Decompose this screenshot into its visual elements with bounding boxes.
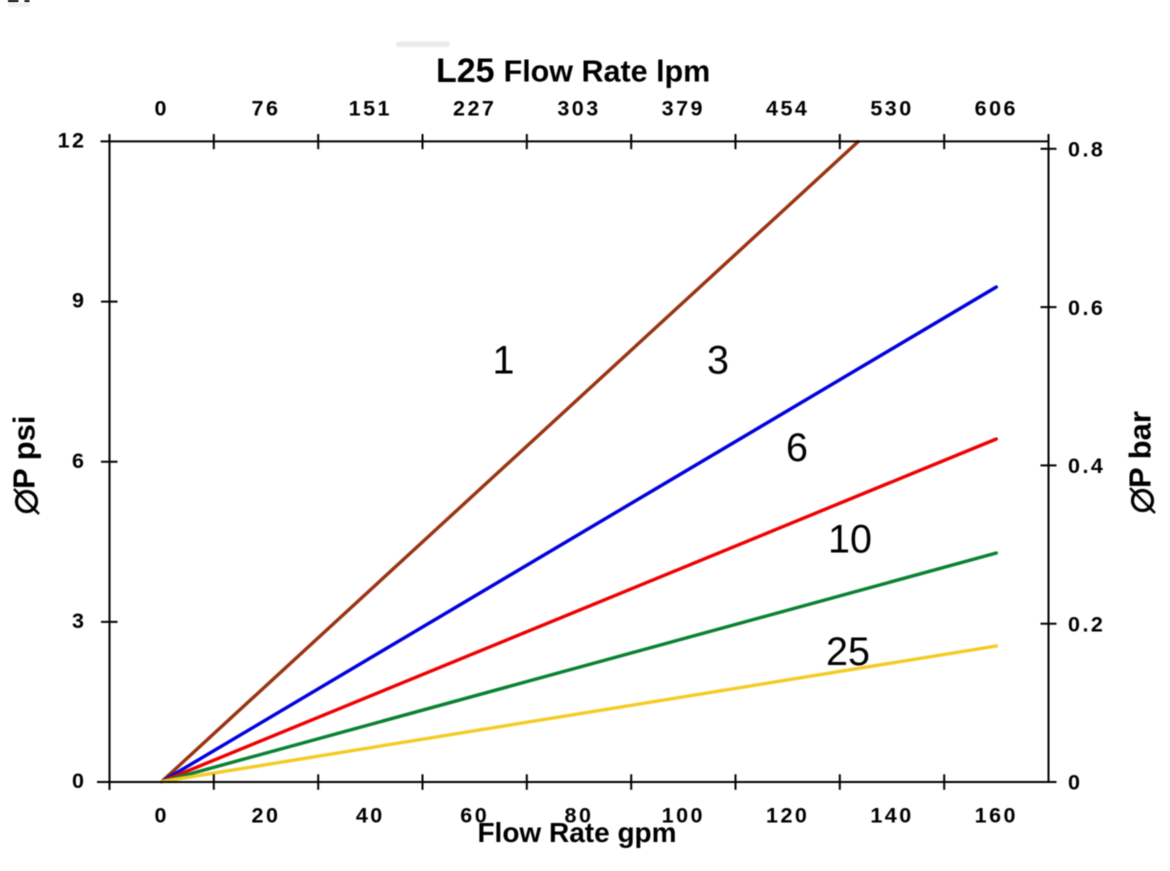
svg-text:0.6: 0.6 — [1068, 296, 1105, 320]
svg-text:120: 120 — [766, 804, 809, 828]
svg-text:606: 606 — [975, 97, 1018, 121]
svg-text:454: 454 — [766, 97, 809, 121]
svg-text:P psi: P psi — [7, 415, 42, 489]
svg-text:151: 151 — [349, 97, 392, 121]
svg-text:40: 40 — [356, 804, 385, 828]
svg-text:Flow Rate gpm: Flow Rate gpm — [477, 817, 676, 848]
svg-text:379: 379 — [662, 97, 705, 121]
svg-text:25: 25 — [826, 630, 870, 674]
svg-text:12: 12 — [58, 129, 87, 153]
svg-text:10: 10 — [828, 518, 872, 562]
svg-text:3: 3 — [72, 609, 86, 633]
svg-text:0.2: 0.2 — [1068, 612, 1105, 636]
svg-text:100: 100 — [662, 804, 705, 828]
svg-text:9: 9 — [72, 289, 86, 313]
svg-text:20: 20 — [252, 804, 281, 828]
svg-text:0.8: 0.8 — [1068, 138, 1105, 162]
svg-text:6: 6 — [786, 426, 808, 470]
svg-text:1: 1 — [493, 339, 515, 383]
svg-text:0: 0 — [154, 804, 168, 828]
svg-text:60: 60 — [460, 804, 489, 828]
svg-text:3: 3 — [707, 339, 729, 383]
svg-text:80: 80 — [565, 804, 594, 828]
svg-text:6: 6 — [72, 449, 86, 473]
svg-text:303: 303 — [557, 97, 600, 121]
svg-text:140: 140 — [870, 804, 913, 828]
svg-text:0: 0 — [72, 769, 86, 793]
svg-text:76: 76 — [252, 97, 281, 121]
svg-text:L25 Flow Rate lpm: L25 Flow Rate lpm — [436, 52, 710, 90]
svg-text:0: 0 — [1068, 771, 1082, 795]
svg-text:160: 160 — [975, 804, 1018, 828]
svg-text:0: 0 — [154, 97, 168, 121]
svg-text:P bar: P bar — [1123, 411, 1158, 488]
svg-text:530: 530 — [870, 97, 913, 121]
svg-text:0.4: 0.4 — [1068, 454, 1105, 478]
svg-text:227: 227 — [453, 97, 496, 121]
